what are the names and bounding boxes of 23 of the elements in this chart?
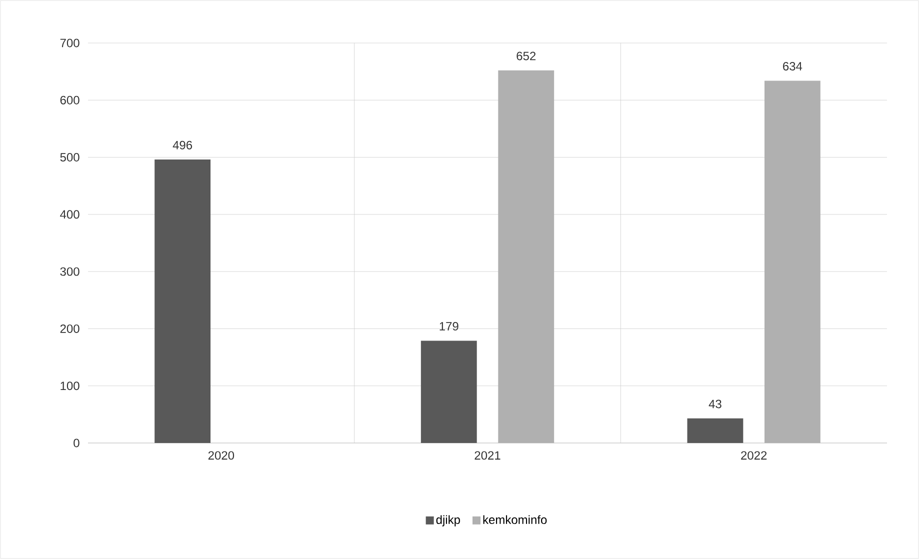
data-label: 496 <box>172 140 192 150</box>
y-tick-label: 100 <box>60 382 80 390</box>
y-tick-label: 300 <box>60 267 80 276</box>
legend-label: kemkominfo <box>483 515 547 524</box>
data-label: 43 <box>708 400 722 408</box>
y-tick-label: 400 <box>60 210 80 219</box>
legend-label: djikp <box>436 515 460 526</box>
x-tick-label: 2021 <box>474 451 500 460</box>
bar <box>764 80 820 443</box>
y-tick-label: 0 <box>74 438 80 448</box>
y-tick-label: 200 <box>60 324 80 333</box>
y-tick-label: 600 <box>60 96 80 104</box>
y-tick-label: 500 <box>60 153 80 162</box>
bar <box>498 70 554 443</box>
data-label: 652 <box>516 52 536 60</box>
bar <box>154 160 211 443</box>
x-tick-label: 2020 <box>208 451 234 460</box>
x-tick-label: 2022 <box>741 451 767 460</box>
bar <box>687 418 744 443</box>
data-label: 634 <box>783 62 802 70</box>
bar <box>420 340 477 443</box>
data-label: 179 <box>440 322 458 330</box>
y-tick-label: 700 <box>60 38 80 48</box>
